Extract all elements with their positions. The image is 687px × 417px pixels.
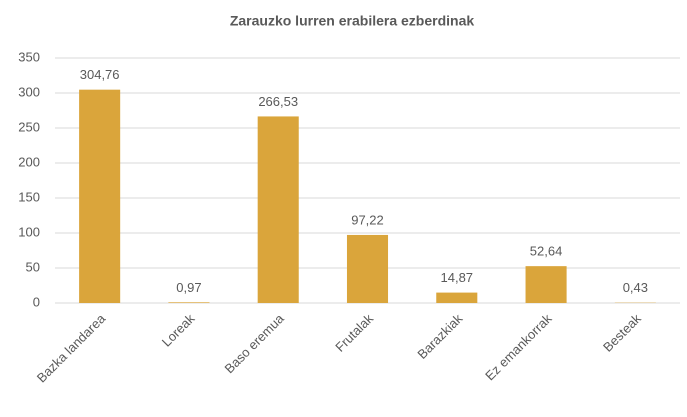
y-tick-label: 200 (18, 154, 40, 169)
bar (525, 266, 567, 303)
x-tick-label: Ez emankorrak (482, 311, 555, 384)
x-tick-label: Besteak (600, 311, 644, 355)
bar (257, 116, 299, 303)
y-tick-label: 50 (26, 259, 40, 274)
data-label: 304,76 (80, 67, 120, 82)
y-tick-label: 250 (18, 119, 40, 134)
x-tick-label: Barazkiak (414, 311, 465, 362)
y-tick-label: 300 (18, 84, 40, 99)
y-tick-label: 350 (18, 49, 40, 64)
x-tick-label: Frutalak (332, 311, 376, 355)
y-tick-label: 0 (33, 294, 40, 309)
data-label: 0,97 (176, 280, 201, 295)
bar (436, 292, 478, 303)
data-label: 52,64 (530, 244, 563, 259)
y-tick-label: 100 (18, 224, 40, 239)
bar (79, 89, 121, 303)
bar (346, 234, 389, 303)
x-tick-label: Loreak (159, 311, 198, 350)
data-label: 14,87 (441, 270, 474, 285)
chart-title: Zarauzko lurren erabilera ezberdinak (230, 13, 475, 29)
y-tick-label: 150 (18, 189, 40, 204)
data-label: 97,22 (351, 212, 384, 227)
bar (168, 302, 210, 303)
data-label: 0,43 (623, 280, 648, 295)
x-tick-label: Baso eremua (221, 310, 287, 376)
data-label: 266,53 (258, 94, 298, 109)
x-tick-label: Bazka landarea (34, 310, 109, 385)
